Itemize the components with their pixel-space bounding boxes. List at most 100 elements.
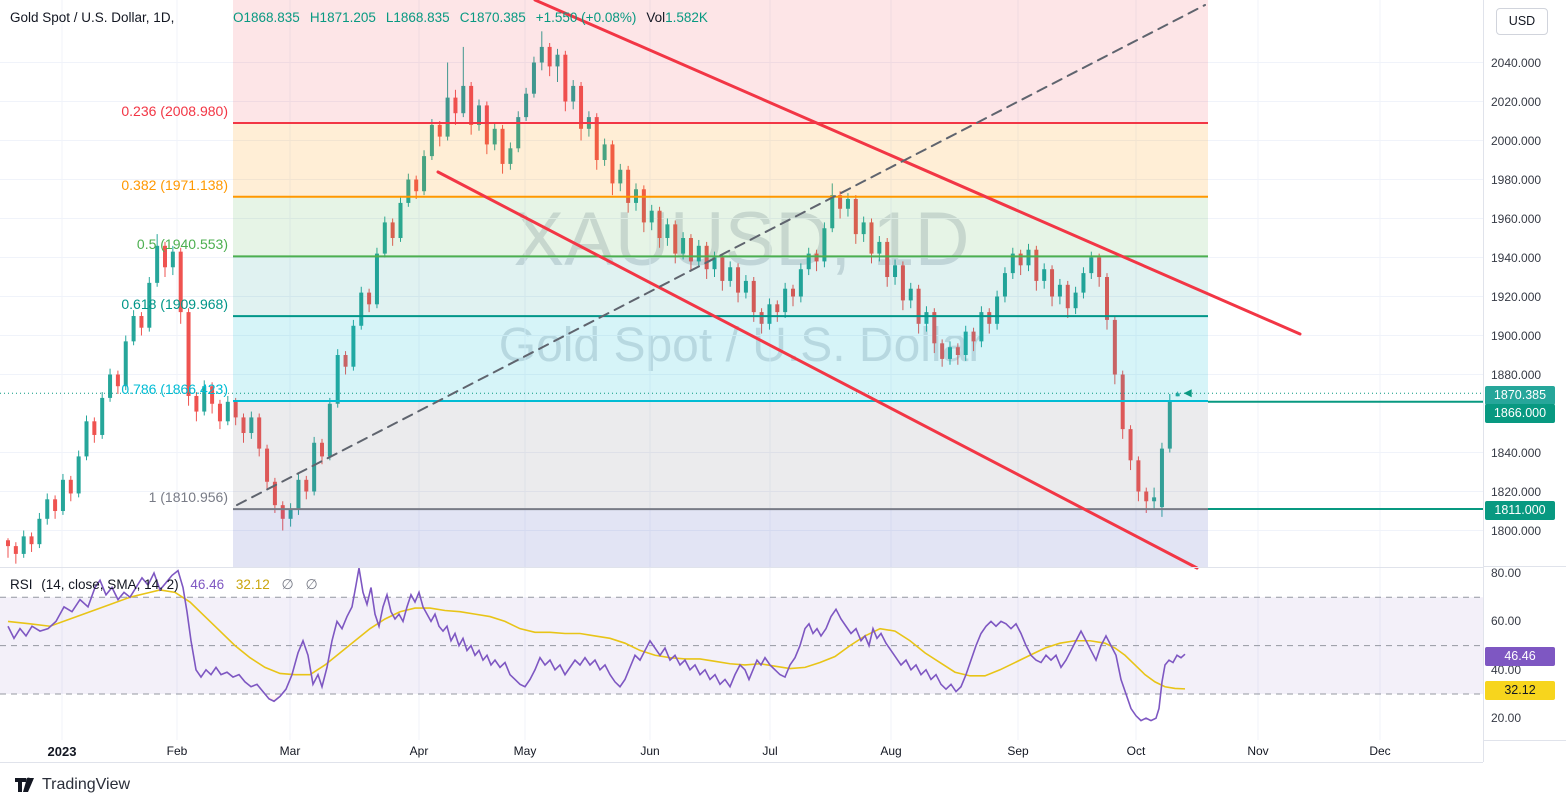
candle-body <box>610 144 615 184</box>
red-trend-line[interactable] <box>436 170 1199 570</box>
candle-body <box>108 374 113 398</box>
candle-body <box>1081 273 1086 293</box>
candle-body <box>257 417 262 449</box>
candle-body <box>908 288 913 301</box>
candle-body <box>1050 269 1055 297</box>
candle-body <box>1144 491 1149 502</box>
candle-body <box>885 241 890 278</box>
candle-body <box>1167 401 1172 449</box>
candle-body <box>53 499 58 512</box>
candle-body <box>657 210 662 239</box>
rsi-sma-badge: 32.12 <box>1485 680 1555 700</box>
candle-body <box>853 199 858 235</box>
candle-body <box>932 312 937 344</box>
price-axis-tick: 1840.000 <box>1491 445 1542 460</box>
candle-body <box>382 222 387 254</box>
candle-body <box>1105 277 1109 320</box>
currency-usd-button[interactable]: USD <box>1496 8 1548 35</box>
candle-body <box>877 241 882 254</box>
volume-label: Vol <box>646 10 666 25</box>
dashed-trend-line[interactable] <box>236 4 1206 506</box>
candle-body <box>233 401 238 418</box>
candle-body <box>822 228 827 262</box>
candle-body <box>225 401 230 422</box>
candle-body <box>343 355 348 367</box>
candle-body <box>1018 253 1023 266</box>
candle-body <box>940 343 945 359</box>
price-axis-tick: 1960.000 <box>1491 211 1542 226</box>
candle-body <box>1128 429 1133 461</box>
empty-set-icon[interactable]: ∅ <box>305 576 318 592</box>
price-axis[interactable]: USD 2040.000 2020.000 2000.000 1980.000 1960… <box>1483 0 1566 762</box>
rsi-line <box>7 568 1186 722</box>
candle-body <box>861 222 866 235</box>
ohlc-item: C1870.385 <box>459 10 526 25</box>
candle-body <box>1136 460 1141 492</box>
tradingview-logo-icon[interactable] <box>14 775 36 795</box>
candle-body <box>272 481 277 506</box>
candle-body <box>948 347 952 359</box>
candle-body <box>626 169 631 203</box>
candle-body <box>115 374 120 387</box>
candle-body <box>869 222 874 254</box>
rsi-sma-line <box>7 589 1186 690</box>
candle-body <box>673 224 678 254</box>
symbol-title[interactable]: Gold Spot / U.S. Dollar, 1D, <box>10 10 175 25</box>
candle-body <box>916 288 921 324</box>
ohlc-item: L1868.835 <box>385 10 450 25</box>
candle-body <box>775 304 780 313</box>
candle-body <box>516 117 521 149</box>
candle-body <box>579 85 584 129</box>
candle-body <box>100 397 105 435</box>
symbol-legend[interactable]: Gold Spot / U.S. Dollar, 1D, <box>10 10 174 28</box>
fib-zone-fill <box>233 509 1208 567</box>
candle-body <box>202 386 207 412</box>
candle-body <box>367 292 372 305</box>
candle-body <box>649 210 654 223</box>
price-chart-canvas[interactable] <box>0 0 1483 762</box>
candle-body <box>60 479 65 512</box>
candle-body <box>539 46 544 63</box>
time-axis-month-label: Jul <box>762 744 778 758</box>
rsi-axis-tick: 80.00 <box>1491 566 1522 580</box>
red-trend-line[interactable] <box>533 0 1302 336</box>
candle-body <box>783 288 788 313</box>
candle-body <box>500 128 505 164</box>
candle-body <box>814 253 819 262</box>
rsi-value-badge: 46.46 <box>1485 646 1555 666</box>
candle-body <box>398 202 403 239</box>
rsi-params: (14, close, SMA, 14, 2) <box>41 577 179 592</box>
candle-body <box>563 54 568 102</box>
rsi-oversold-fill <box>265 694 282 702</box>
tradingview-brand-text[interactable]: TradingView <box>42 776 131 793</box>
candle-body <box>1159 448 1164 508</box>
candle-body <box>390 222 395 239</box>
candle-body <box>531 62 536 94</box>
time-axis-month-label: May <box>513 744 537 758</box>
candle-body <box>618 169 623 184</box>
time-axis-month-label: Nov <box>1247 744 1269 758</box>
time-axis-month-label: Oct <box>1126 744 1146 758</box>
candle-body <box>838 195 843 209</box>
time-axis-month-label: Mar <box>279 744 301 758</box>
candle-body <box>437 124 442 137</box>
candle-body <box>6 540 10 547</box>
candle-body <box>696 245 701 262</box>
empty-set-icon[interactable]: ∅ <box>281 576 294 592</box>
time-axis[interactable]: 2023 Feb Mar Apr May Jun Jul Aug Sep Oct Nov Dec <box>0 740 1483 763</box>
rsi-title[interactable]: RSI <box>10 577 33 592</box>
fib-zone-fill <box>233 316 1208 401</box>
candle-body <box>798 269 803 297</box>
candle-body <box>893 265 898 278</box>
candle-body <box>1026 249 1031 266</box>
ohlc-item: H1871.205 <box>309 10 376 25</box>
last-price-marker-icon <box>1183 389 1192 398</box>
candle-body <box>327 403 332 457</box>
rsi-indicator-legend[interactable]: RSI (14, close, SMA, 14, 2) 46.46 32.12 … <box>10 576 318 593</box>
candle-body <box>806 253 811 270</box>
candle-body <box>759 312 764 324</box>
time-axis-month-label: Jun <box>640 744 660 758</box>
candle-body <box>249 417 254 434</box>
candle-body <box>170 251 175 268</box>
ohlc-item: O1868.835 <box>233 10 300 25</box>
